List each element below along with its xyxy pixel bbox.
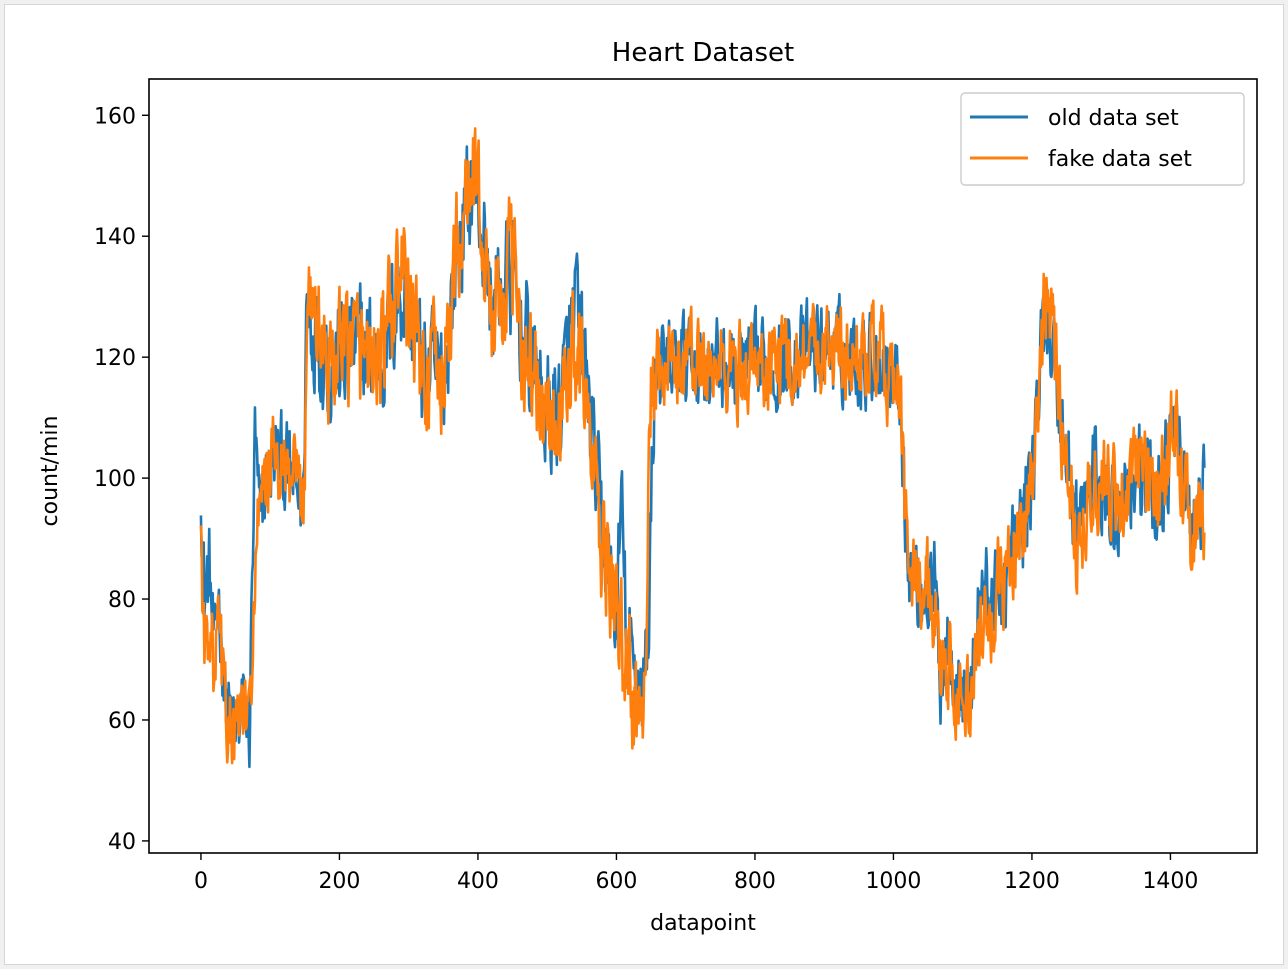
x-tick-label: 1000 [865, 869, 921, 894]
y-tick-label: 60 [108, 709, 136, 734]
legend-label-old-data-set: old data set [1048, 106, 1179, 131]
legend: old data set fake data set [960, 92, 1245, 186]
plot-area [148, 78, 1258, 854]
heart-dataset-chart: 0 200 400 600 800 1000 1200 1400 40 60 80 100 120 14… [38, 38, 1258, 936]
x-tick-label: 1400 [1142, 869, 1198, 894]
y-tick-label: 120 [94, 346, 136, 371]
y-axis: 40 60 80 100 120 140 160 [94, 104, 149, 855]
y-tick-label: 140 [94, 225, 136, 250]
x-tick-label: 1200 [1004, 869, 1060, 894]
x-tick-label: 0 [194, 869, 208, 894]
series-line-old-data-set [199, 145, 1206, 769]
x-axis-label: datapoint [650, 911, 756, 936]
y-tick-label: 160 [94, 104, 136, 129]
y-tick-label: 100 [94, 467, 136, 492]
chart-title: Heart Dataset [612, 38, 794, 68]
figure-frame: 0 200 400 600 800 1000 1200 1400 40 60 80 100 120 14… [4, 4, 1284, 965]
series-layer [199, 127, 1206, 769]
y-axis-label: count/min [38, 416, 63, 527]
y-tick-label: 40 [108, 830, 136, 855]
x-tick-label: 600 [595, 869, 637, 894]
series-line-fake-data-set [199, 127, 1206, 765]
x-tick-label: 200 [318, 869, 360, 894]
legend-box [960, 92, 1245, 186]
x-axis: 0 200 400 600 800 1000 1200 1400 [194, 853, 1198, 894]
legend-label-fake-data-set: fake data set [1048, 147, 1192, 172]
x-tick-label: 800 [734, 869, 776, 894]
y-tick-label: 80 [108, 588, 136, 613]
x-tick-label: 400 [457, 869, 499, 894]
